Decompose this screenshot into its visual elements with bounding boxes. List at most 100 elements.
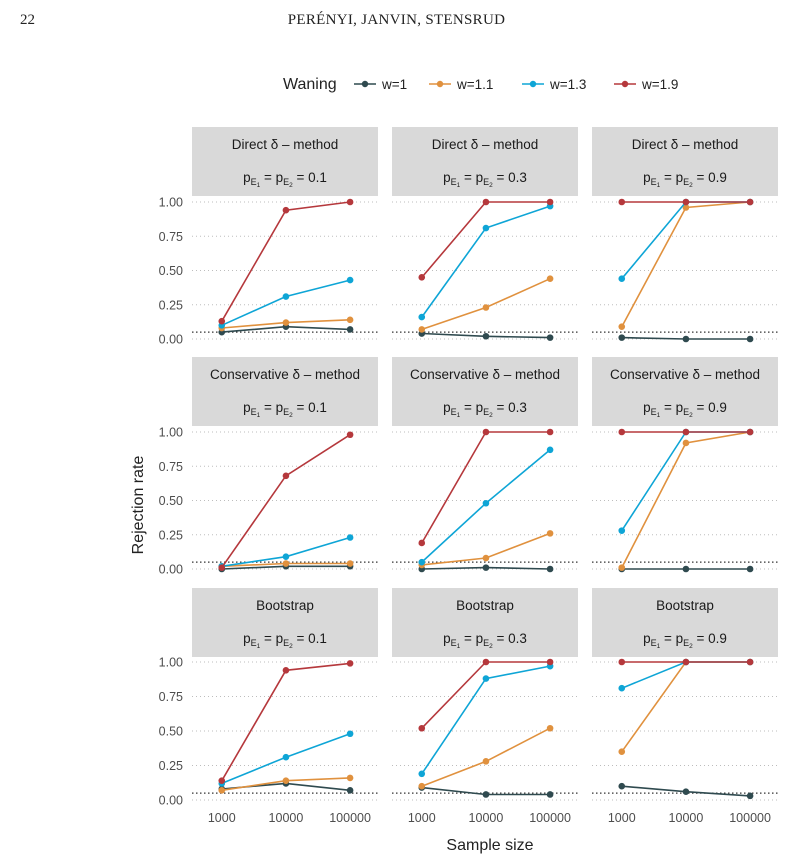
data-point <box>482 332 490 340</box>
panel: Direct δ – method pE1 = pE2 = 0.1 <box>192 127 378 340</box>
data-point <box>418 770 426 778</box>
strip-method-label: Direct δ – method <box>432 137 539 152</box>
x-tick-label: 1000 <box>608 811 636 825</box>
legend-key-point <box>621 80 629 88</box>
data-point <box>346 787 354 794</box>
data-point <box>482 758 490 765</box>
strip-background <box>392 588 578 657</box>
data-point <box>618 198 626 206</box>
data-point <box>282 472 290 480</box>
data-point <box>482 564 490 571</box>
data-point <box>482 554 490 562</box>
strip-method-label: Bootstrap <box>456 598 514 613</box>
y-tick-label: 1.00 <box>159 656 183 670</box>
data-point <box>682 204 690 211</box>
data-point <box>746 658 754 666</box>
data-point <box>346 774 354 782</box>
strip-p-label: pE1 = pE2 = 0.9 <box>643 400 727 419</box>
x-tick-label: 10000 <box>669 811 704 825</box>
strip-p-label: pE1 = pE2 = 0.9 <box>643 170 727 189</box>
x-tick-label: 1000 <box>208 811 236 825</box>
data-point <box>618 564 626 571</box>
data-point <box>746 335 754 343</box>
y-tick-label: 1.00 <box>159 426 183 440</box>
y-tick-label: 0.00 <box>159 333 183 347</box>
strip-background <box>592 357 778 426</box>
data-point <box>346 198 354 206</box>
strip-background <box>392 357 578 426</box>
legend-key-point <box>361 80 369 88</box>
y-tick-label: 0.75 <box>159 460 183 474</box>
y-tick-label: 0.25 <box>159 528 183 542</box>
data-point <box>682 439 690 447</box>
data-point <box>418 558 426 566</box>
y-axis-title: Rejection rate <box>130 456 147 555</box>
legend-key-point <box>436 80 444 88</box>
data-point <box>346 431 354 439</box>
data-point <box>546 658 554 666</box>
data-point <box>482 198 490 206</box>
data-point <box>682 335 690 343</box>
data-point <box>418 313 426 321</box>
data-point <box>682 788 690 796</box>
strip-background <box>192 127 378 196</box>
data-point <box>546 334 554 341</box>
series-line <box>421 665 551 775</box>
data-point <box>218 564 226 571</box>
y-tick-label: 0.50 <box>159 725 183 739</box>
page-number: 22 <box>20 12 35 28</box>
panel: Direct δ – method pE1 = pE2 = 0.9 <box>592 127 778 343</box>
data-point <box>618 428 626 436</box>
legend-key-point <box>529 80 537 88</box>
strip-p-label: pE1 = pE2 = 0.3 <box>443 631 527 650</box>
data-point <box>618 275 626 283</box>
strip-p-label: pE1 = pE2 = 0.1 <box>243 631 327 650</box>
data-point <box>418 326 426 333</box>
legend-label: w=1.9 <box>641 77 678 92</box>
data-point <box>618 748 626 755</box>
data-point <box>682 198 690 206</box>
x-tick-label: 10000 <box>269 811 304 825</box>
series-line <box>421 205 551 318</box>
data-point <box>618 658 626 666</box>
series-line <box>221 201 351 322</box>
x-tick-label: 10000 <box>469 811 504 825</box>
data-point <box>482 791 490 798</box>
data-point <box>746 565 754 573</box>
series-line <box>221 434 351 569</box>
series-line <box>621 661 751 689</box>
strip-method-label: Bootstrap <box>656 598 714 613</box>
data-point <box>282 753 290 761</box>
series-line <box>421 277 551 331</box>
legend-title: Waning <box>283 76 337 93</box>
data-point <box>482 675 490 682</box>
strip-p-label: pE1 = pE2 = 0.3 <box>443 170 527 189</box>
strip-background <box>192 588 378 657</box>
data-point <box>282 293 290 300</box>
strip-method-label: Bootstrap <box>256 598 314 613</box>
series-line <box>621 661 751 753</box>
data-point <box>682 428 690 436</box>
data-point <box>218 777 226 784</box>
panel: Bootstrap pE1 = pE2 = 0.9 <box>592 588 778 801</box>
data-point <box>546 791 554 798</box>
data-point <box>618 782 626 790</box>
data-point <box>346 660 354 667</box>
data-point <box>346 276 354 284</box>
data-point <box>482 499 490 507</box>
strip-method-label: Conservative δ – method <box>210 367 360 382</box>
strip-p-label: pE1 = pE2 = 0.1 <box>243 400 327 419</box>
y-tick-label: 0.25 <box>159 759 183 773</box>
y-tick-label: 0.75 <box>159 690 183 704</box>
data-point <box>418 274 426 281</box>
data-point <box>746 792 754 800</box>
y-tick-label: 0.00 <box>159 563 183 577</box>
y-tick-label: 0.50 <box>159 494 183 508</box>
series-line <box>621 431 751 532</box>
series-line <box>421 431 551 544</box>
x-axis-title: Sample size <box>446 837 533 854</box>
y-tick-label: 0.50 <box>159 264 183 278</box>
data-point <box>546 446 554 454</box>
